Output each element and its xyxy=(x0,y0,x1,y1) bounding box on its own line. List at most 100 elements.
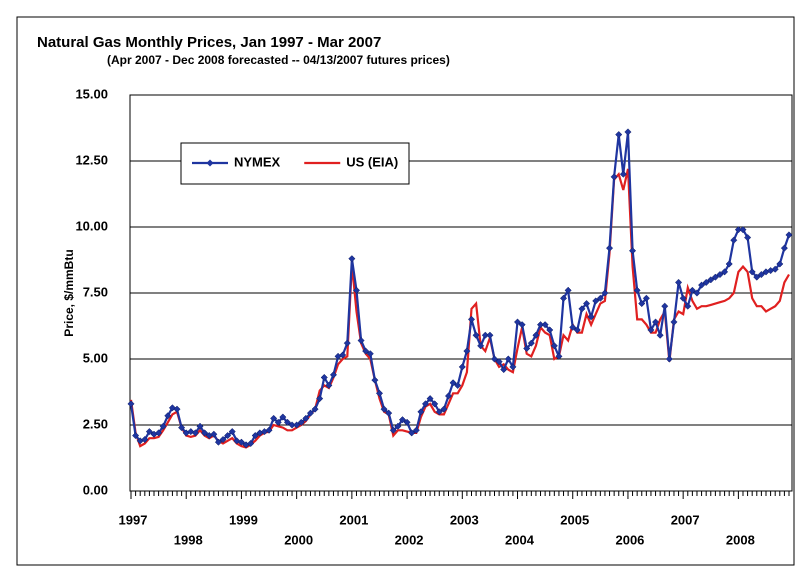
data-point xyxy=(408,429,416,437)
data-point xyxy=(141,435,149,444)
y-tick-label: 5.00 xyxy=(83,350,108,365)
data-point xyxy=(191,429,199,437)
data-point xyxy=(366,350,374,358)
data-point xyxy=(228,428,236,436)
legend-marker xyxy=(206,159,214,167)
data-point xyxy=(684,302,692,310)
x-tick-label: 2006 xyxy=(615,532,644,547)
data-point xyxy=(293,421,301,429)
data-point xyxy=(564,286,572,294)
data-point xyxy=(550,342,558,350)
data-point xyxy=(316,395,324,403)
legend-label: US (EIA) xyxy=(346,154,398,169)
data-point xyxy=(555,352,563,360)
data-point xyxy=(458,363,466,371)
x-tick-label: 2005 xyxy=(560,512,589,527)
data-point xyxy=(753,273,761,281)
data-point xyxy=(173,405,181,413)
data-point xyxy=(504,355,512,363)
data-point xyxy=(325,381,333,389)
data-point xyxy=(210,430,218,438)
data-point xyxy=(702,278,710,286)
data-point xyxy=(513,318,522,326)
data-point xyxy=(435,408,443,416)
data-point xyxy=(592,297,600,305)
data-point xyxy=(454,381,462,389)
chart-title: Natural Gas Monthly Prices, Jan 1997 - M… xyxy=(37,34,381,51)
data-point xyxy=(214,438,222,446)
data-point xyxy=(596,294,604,302)
x-tick-label: 1998 xyxy=(174,532,203,547)
data-point xyxy=(431,400,439,408)
y-tick-label: 10.00 xyxy=(75,218,108,233)
data-point xyxy=(237,438,245,446)
data-point xyxy=(619,170,627,178)
data-point xyxy=(375,389,384,397)
data-point xyxy=(527,339,535,347)
data-point xyxy=(624,128,632,136)
data-point xyxy=(601,289,609,297)
data-point xyxy=(628,247,637,255)
data-point xyxy=(421,400,430,408)
series-line xyxy=(129,168,790,449)
data-point xyxy=(270,414,278,422)
data-point xyxy=(224,432,232,440)
data-point xyxy=(440,405,448,413)
data-point xyxy=(329,371,338,379)
x-tick-label: 2000 xyxy=(284,532,313,547)
data-point xyxy=(739,226,747,234)
y-tick-label: 2.50 xyxy=(83,416,108,431)
x-tick-label: 1999 xyxy=(229,512,258,527)
data-point xyxy=(145,428,153,436)
data-point xyxy=(605,244,614,252)
data-point xyxy=(776,260,784,268)
data-point xyxy=(357,336,365,345)
data-point xyxy=(573,326,581,334)
data-point xyxy=(707,276,715,284)
data-point xyxy=(477,342,485,350)
data-point xyxy=(394,422,402,430)
data-point xyxy=(633,286,641,294)
data-point xyxy=(744,234,752,242)
data-point xyxy=(320,373,328,382)
data-point xyxy=(279,413,287,421)
data-point xyxy=(578,305,586,313)
data-point xyxy=(178,424,186,432)
data-point xyxy=(389,426,397,434)
data-point xyxy=(467,315,476,323)
data-point xyxy=(721,268,729,276)
data-point xyxy=(311,405,319,413)
data-point xyxy=(348,255,356,263)
y-tick-label: 12.50 xyxy=(75,152,108,167)
y-tick-label: 0.00 xyxy=(83,482,108,497)
data-point xyxy=(371,376,379,384)
data-point xyxy=(472,331,480,339)
data-point xyxy=(771,265,779,273)
y-axis-label: Price, $/mmBtu xyxy=(62,249,76,336)
data-point xyxy=(283,418,292,426)
data-point xyxy=(490,355,499,363)
data-point xyxy=(449,379,457,387)
data-point xyxy=(444,392,453,400)
data-point xyxy=(652,318,660,326)
data-point xyxy=(582,300,591,308)
y-tick-label: 7.50 xyxy=(83,284,108,299)
data-point xyxy=(403,418,411,426)
data-point xyxy=(725,260,733,268)
data-point xyxy=(546,326,554,334)
data-point xyxy=(523,344,531,352)
data-point xyxy=(693,289,701,297)
data-point xyxy=(509,363,517,371)
data-point xyxy=(352,286,361,294)
data-point xyxy=(711,273,719,281)
data-point xyxy=(642,294,650,302)
data-point xyxy=(398,416,407,424)
data-point xyxy=(638,300,646,308)
data-point xyxy=(495,358,503,366)
data-point xyxy=(780,244,788,252)
data-point xyxy=(675,278,683,286)
legend-label: NYMEX xyxy=(234,154,281,169)
data-point xyxy=(251,432,259,440)
data-point xyxy=(155,429,163,437)
